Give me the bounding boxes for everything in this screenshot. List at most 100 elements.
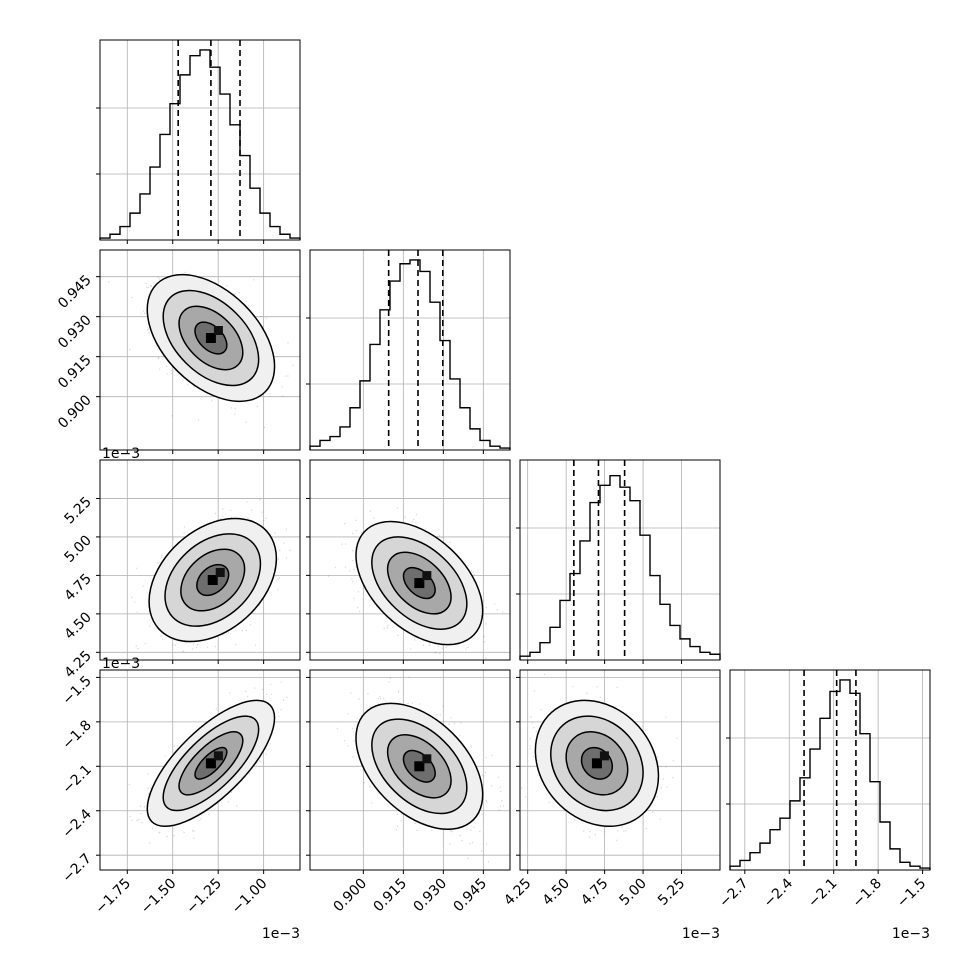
x-tick-label: −1.5: [894, 876, 929, 911]
contour-line: [180, 548, 246, 612]
x-tick-label: −1.50: [138, 876, 180, 918]
y-offset-label: 1e−3: [102, 656, 140, 672]
histogram-panel-0-frame: [99, 39, 301, 241]
density-panel-2-0: [99, 459, 301, 661]
contour-line: [550, 715, 644, 812]
density-peak: [599, 751, 609, 761]
x-tick-label: 5.25: [655, 876, 688, 909]
x-tick-label: −1.75: [92, 876, 134, 918]
histogram-panel-0: [96, 39, 301, 241]
ticks-3-3: [744, 870, 924, 874]
y-tick-label: 0.900: [55, 392, 95, 432]
density-peak: [422, 571, 432, 581]
x-axis-labels-3: −2.7 −2.4 −2.1 −1.8 −1.5 1e−3: [716, 875, 930, 942]
density-content: [100, 460, 300, 660]
contour-line: [146, 273, 276, 403]
x-tick-label: −1.25: [183, 876, 225, 918]
ticks-1-1: [362, 450, 484, 454]
x-axis-labels-0: −1.75 −1.50 −1.25 −1.00 1e−3: [92, 876, 300, 942]
density-content: [310, 670, 510, 870]
density-peak: [422, 754, 432, 764]
x-tick-label: 0.915: [370, 876, 410, 916]
density-peak: [205, 758, 216, 769]
density-peak: [591, 758, 602, 769]
x-offset-label: 1e−3: [262, 926, 300, 942]
histogram-panel-3-frame: [729, 669, 931, 871]
contour-line: [355, 520, 484, 646]
y-tick-label: −1.8: [59, 717, 94, 752]
y-tick-label: −2.7: [59, 851, 94, 886]
histogram-steps: [99, 49, 301, 240]
contour-line: [148, 517, 278, 643]
density-peak: [213, 751, 223, 761]
y-tick-label: −2.4: [59, 806, 94, 841]
histogram-steps: [519, 474, 721, 660]
x-tick-label: 5.00: [617, 876, 650, 909]
y-offset-label: 1e−3: [102, 446, 140, 462]
contour-line: [146, 699, 276, 828]
density-panel-3-0: [99, 669, 301, 871]
density-content: [520, 670, 720, 870]
contour-line: [194, 746, 228, 780]
ticks-1-0: [96, 276, 265, 454]
y-tick-label: 5.00: [61, 532, 94, 565]
density-panel-3-2: [519, 669, 721, 871]
contour-line: [164, 533, 262, 627]
y-tick-label: 0.945: [55, 272, 95, 312]
y-tick-label: −2.1: [59, 762, 94, 797]
x-offset-label: 1e−3: [892, 926, 930, 942]
x-tick-label: −2.4: [761, 875, 796, 910]
x-offset-label: 1e−3: [682, 926, 720, 942]
density-panel-1-0: [99, 249, 301, 451]
histogram-panel-1: [306, 249, 511, 451]
histogram-panel-2: [516, 459, 721, 661]
x-tick-label: −2.1: [805, 876, 840, 911]
y-tick-label: 4.25: [61, 648, 94, 681]
x-tick-label: −1.00: [229, 876, 271, 918]
contour-line: [162, 289, 260, 387]
ticks-0-0: [126, 240, 265, 244]
contour-line: [386, 551, 452, 615]
x-tick-label: 4.75: [578, 876, 611, 909]
contour-line: [162, 715, 260, 812]
density-peak: [414, 578, 425, 589]
density-panel-3-1-frame: [309, 669, 511, 871]
x-tick-label: 0.930: [410, 876, 450, 916]
y-axis-labels-2: 4.25 4.50 4.75 5.00 5.25 1e−3: [61, 446, 140, 681]
contour-line: [355, 702, 484, 831]
histogram-panel-3: [726, 669, 931, 871]
density-peak: [205, 333, 216, 343]
contour-line: [371, 536, 468, 630]
density-content: [310, 460, 510, 660]
histogram-steps: [309, 259, 511, 450]
x-tick-label: 0.945: [450, 876, 490, 916]
density-panel-3-0-frame: [99, 669, 301, 871]
ticks-2-2: [527, 660, 683, 664]
density-panel-2-1: [309, 459, 511, 661]
y-tick-label: −1.5: [59, 673, 94, 708]
density-peak: [207, 575, 218, 585]
y-tick-label: 5.25: [61, 494, 94, 527]
x-tick-label: 0.900: [330, 876, 370, 916]
contour-line: [371, 718, 468, 815]
x-axis-labels-2: 4.25 4.50 4.75 5.00 5.25 1e−3: [501, 876, 720, 942]
density-peak: [215, 568, 225, 577]
ticks-3-0: [96, 676, 265, 874]
histogram-steps: [729, 679, 931, 870]
y-tick-label: 0.915: [55, 352, 95, 392]
ticks-2-0: [96, 497, 265, 664]
contour-line: [178, 731, 244, 796]
density-panel-3-1: [309, 669, 511, 871]
contour-line: [178, 305, 244, 371]
y-tick-label: 0.930: [55, 312, 95, 352]
density-panel-2-1-frame: [309, 459, 511, 661]
y-tick-label: 4.50: [61, 609, 94, 642]
density-content: [100, 670, 300, 870]
density-peak: [213, 326, 223, 335]
x-tick-label: 4.50: [540, 876, 573, 909]
density-panel-3-2-frame: [519, 669, 721, 871]
y-tick-label: 4.75: [61, 571, 94, 604]
ticks-2-1: [306, 497, 484, 664]
